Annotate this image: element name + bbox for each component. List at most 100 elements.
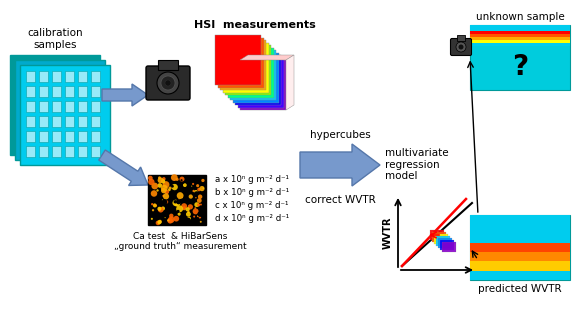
Bar bbox=[20, 65, 110, 165]
Bar bbox=[432, 232, 446, 242]
Circle shape bbox=[171, 174, 177, 181]
Circle shape bbox=[177, 213, 181, 216]
Bar bbox=[470, 215, 570, 224]
Circle shape bbox=[173, 181, 175, 183]
Circle shape bbox=[199, 216, 201, 218]
Bar bbox=[470, 28, 570, 31]
Bar bbox=[52, 71, 61, 82]
Bar bbox=[223, 43, 269, 92]
Bar bbox=[15, 60, 105, 160]
Circle shape bbox=[161, 76, 175, 90]
Bar bbox=[91, 116, 100, 127]
Circle shape bbox=[161, 207, 165, 211]
Circle shape bbox=[197, 198, 202, 203]
Circle shape bbox=[176, 210, 180, 213]
Circle shape bbox=[168, 188, 171, 191]
FancyArrow shape bbox=[102, 84, 148, 106]
Bar bbox=[39, 116, 48, 127]
Circle shape bbox=[148, 179, 154, 185]
Circle shape bbox=[180, 179, 183, 182]
Circle shape bbox=[164, 202, 166, 204]
Circle shape bbox=[192, 193, 194, 195]
Bar bbox=[235, 55, 281, 105]
FancyArrow shape bbox=[99, 150, 148, 185]
Bar bbox=[470, 34, 570, 37]
Bar bbox=[470, 252, 570, 261]
Text: predicted WVTR: predicted WVTR bbox=[478, 284, 562, 294]
Bar bbox=[65, 131, 74, 142]
Bar bbox=[52, 86, 61, 97]
Bar bbox=[52, 101, 61, 112]
Circle shape bbox=[168, 186, 172, 190]
Circle shape bbox=[162, 177, 166, 181]
Circle shape bbox=[179, 177, 184, 182]
Text: Ca test  & HiBarSens
„ground truth“ measurement: Ca test & HiBarSens „ground truth“ measu… bbox=[114, 232, 246, 251]
Circle shape bbox=[157, 72, 179, 94]
Circle shape bbox=[153, 203, 157, 208]
Bar bbox=[39, 86, 48, 97]
Bar bbox=[65, 116, 74, 127]
Bar bbox=[78, 86, 87, 97]
Bar bbox=[91, 71, 100, 82]
Circle shape bbox=[157, 189, 159, 192]
Circle shape bbox=[188, 194, 193, 199]
Bar bbox=[39, 101, 48, 112]
Circle shape bbox=[161, 179, 165, 183]
Bar bbox=[78, 71, 87, 82]
Circle shape bbox=[186, 218, 191, 222]
Bar bbox=[470, 40, 570, 43]
Circle shape bbox=[182, 197, 183, 198]
Circle shape bbox=[162, 181, 169, 188]
Circle shape bbox=[157, 207, 161, 211]
Bar bbox=[470, 25, 570, 28]
Bar bbox=[470, 234, 570, 243]
Bar bbox=[65, 86, 74, 97]
Circle shape bbox=[197, 212, 203, 217]
Bar bbox=[78, 131, 87, 142]
Bar bbox=[440, 240, 454, 250]
Circle shape bbox=[169, 214, 173, 218]
Bar bbox=[26, 101, 35, 112]
Text: ?: ? bbox=[512, 53, 528, 81]
Circle shape bbox=[158, 178, 164, 183]
Bar bbox=[52, 131, 61, 142]
Circle shape bbox=[158, 183, 162, 188]
Circle shape bbox=[148, 176, 153, 181]
Circle shape bbox=[178, 198, 180, 200]
Circle shape bbox=[202, 187, 204, 189]
Text: d x 10ⁿ g m⁻² d⁻¹: d x 10ⁿ g m⁻² d⁻¹ bbox=[215, 214, 289, 223]
Circle shape bbox=[161, 185, 168, 192]
Circle shape bbox=[195, 197, 197, 198]
Bar bbox=[470, 215, 570, 280]
Circle shape bbox=[158, 220, 162, 223]
Bar bbox=[470, 224, 570, 234]
Bar bbox=[91, 86, 100, 97]
Circle shape bbox=[155, 220, 160, 225]
Bar bbox=[78, 101, 87, 112]
Bar bbox=[26, 71, 35, 82]
Bar bbox=[470, 271, 570, 280]
Bar bbox=[225, 45, 271, 95]
Circle shape bbox=[173, 200, 177, 204]
Bar bbox=[470, 31, 570, 34]
FancyBboxPatch shape bbox=[146, 66, 190, 100]
Circle shape bbox=[166, 211, 170, 214]
Bar bbox=[39, 71, 48, 82]
Circle shape bbox=[198, 194, 202, 199]
Circle shape bbox=[162, 199, 167, 205]
Circle shape bbox=[200, 186, 205, 191]
Text: WVTR: WVTR bbox=[383, 216, 393, 249]
Circle shape bbox=[193, 208, 198, 214]
Circle shape bbox=[176, 178, 179, 181]
Bar bbox=[39, 131, 48, 142]
Circle shape bbox=[151, 218, 153, 220]
Text: HSI  measurements: HSI measurements bbox=[194, 20, 316, 30]
Bar bbox=[52, 146, 61, 157]
Circle shape bbox=[151, 182, 158, 189]
Circle shape bbox=[194, 191, 198, 195]
Text: calibration
samples: calibration samples bbox=[27, 28, 83, 50]
Bar bbox=[434, 234, 448, 244]
Circle shape bbox=[194, 207, 196, 209]
Circle shape bbox=[182, 187, 188, 194]
Bar bbox=[65, 71, 74, 82]
